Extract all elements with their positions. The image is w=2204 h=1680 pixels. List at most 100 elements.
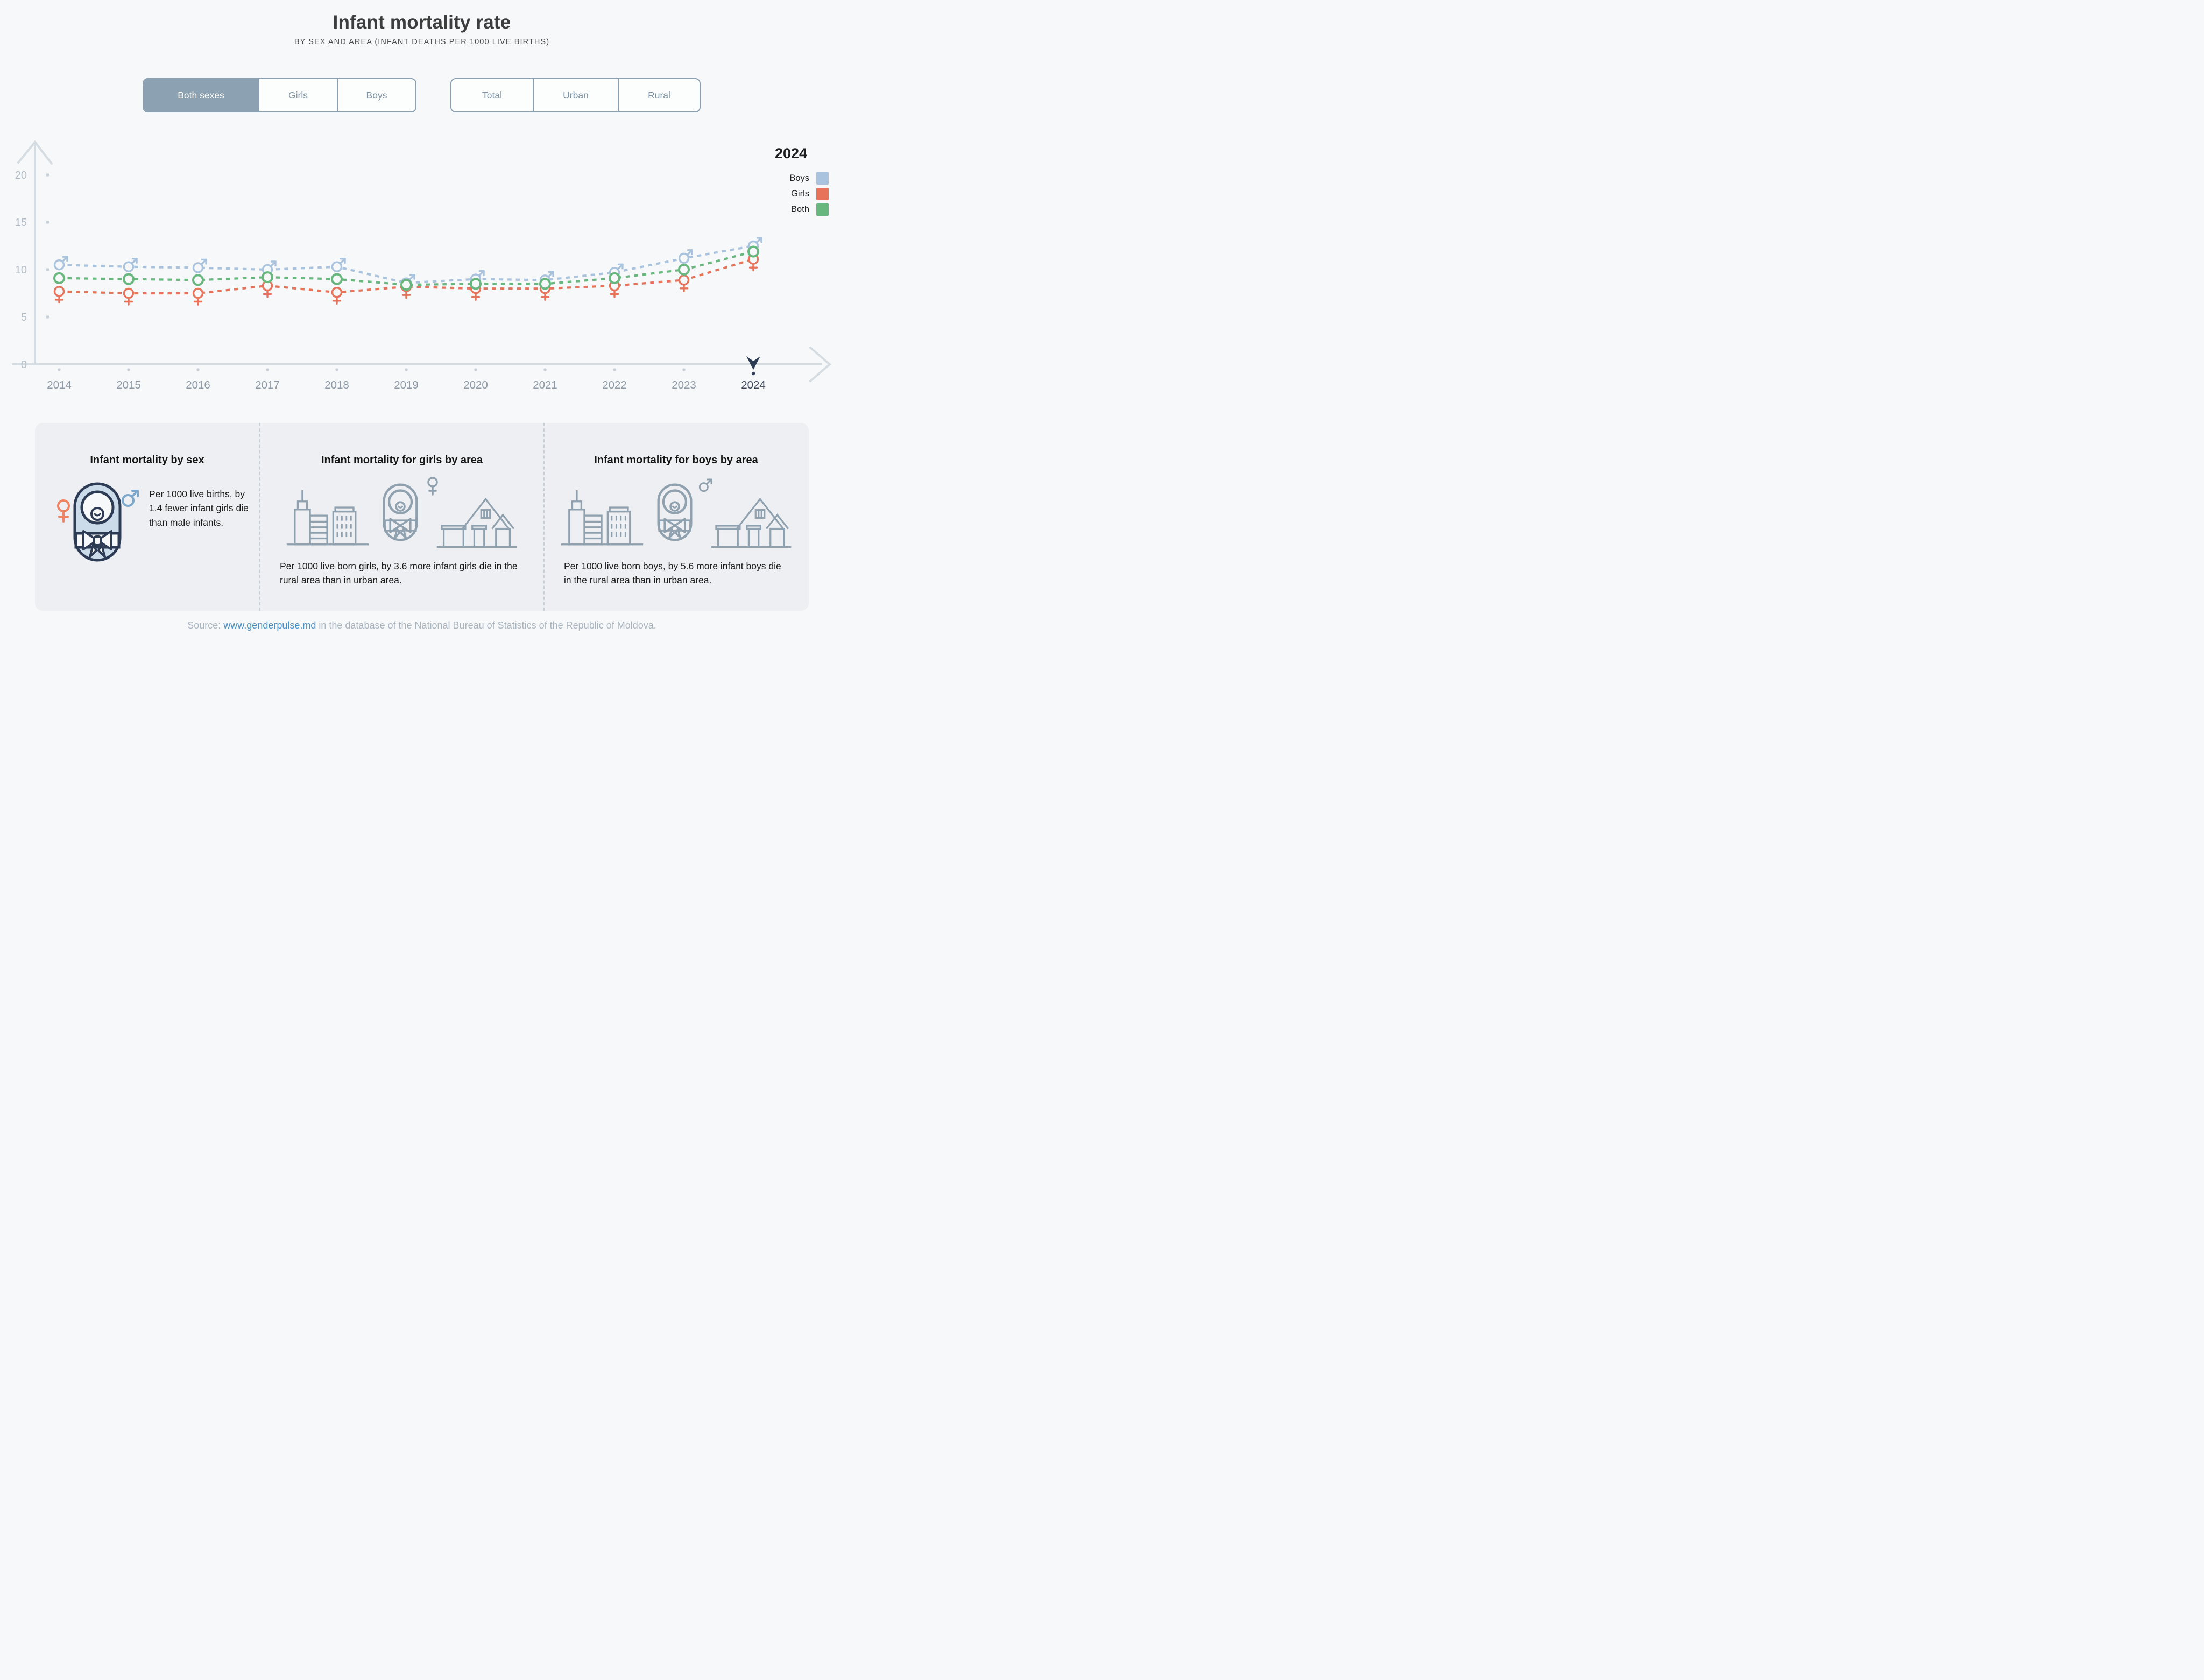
line-chart: 0 5 10 15 20 2014 2015 2016 2017 2018 2019 2020 2021…: [0, 135, 844, 414]
source-prefix: Source:: [187, 620, 224, 631]
x-tick-label-2022[interactable]: 2022: [602, 379, 627, 391]
card-text: Per 1000 live born boys, by 5.6 more inf…: [564, 561, 781, 586]
data-point-girls-2017[interactable]: [262, 280, 273, 298]
baby-icon-cluster: [56, 482, 139, 565]
male-symbol-icon: [122, 490, 139, 507]
card-title: Infant mortality for boys by area: [594, 454, 758, 466]
male-symbol-icon: [698, 478, 712, 492]
year-dot: [543, 368, 547, 371]
y-tick-mark: [46, 221, 49, 224]
card-text: Per 1000 live born girls, by 3.6 more in…: [280, 561, 518, 586]
data-point-both-2017[interactable]: [262, 271, 273, 284]
data-point-girls-2023[interactable]: [678, 274, 690, 293]
year-dot: [405, 368, 408, 371]
year-dot: [127, 368, 130, 371]
data-point-boys-2023[interactable]: [678, 249, 693, 264]
data-point-both-2021[interactable]: [539, 278, 551, 290]
y-tick-label: 20: [15, 170, 27, 181]
swaddled-baby-icon: [657, 483, 692, 541]
button-girls[interactable]: Girls: [258, 79, 337, 111]
data-point-both-2024[interactable]: [747, 245, 759, 258]
source-link[interactable]: www.genderpulse.md: [223, 620, 316, 631]
year-dot: [682, 368, 686, 371]
data-point-both-2023[interactable]: [678, 264, 690, 276]
y-tick-mark: [46, 173, 49, 177]
series-markers-both: [53, 245, 759, 291]
x-tick-label-2020[interactable]: 2020: [463, 379, 488, 391]
y-tick-label: 5: [21, 312, 27, 323]
series-markers-girls: [53, 253, 759, 306]
data-point-both-2018[interactable]: [331, 273, 343, 285]
swaddled-baby-icon: [73, 482, 122, 562]
sex-toggle-group: Both sexes Girls Boys: [143, 78, 416, 112]
data-point-boys-2014[interactable]: [53, 256, 68, 271]
legend-swatch-boys-icon: [816, 172, 829, 185]
series-markers-boys: [53, 237, 762, 288]
y-tick-label: 15: [15, 217, 27, 229]
button-total[interactable]: Total: [451, 79, 533, 111]
x-tick-label-2014[interactable]: 2014: [47, 379, 72, 391]
y-tick-label: 10: [15, 264, 27, 276]
year-dot: [474, 368, 477, 371]
button-rural[interactable]: Rural: [618, 79, 700, 111]
year-dot: [335, 368, 338, 371]
year-dot: [196, 368, 200, 371]
city-buildings-icon: [286, 490, 369, 546]
y-tick-mark: [46, 268, 49, 271]
data-point-girls-2016[interactable]: [192, 287, 204, 306]
legend-label-boys: Boys: [789, 173, 809, 183]
data-point-both-2015[interactable]: [123, 273, 135, 285]
data-point-boys-2016[interactable]: [192, 258, 207, 273]
data-point-both-2020[interactable]: [470, 278, 482, 290]
rural-houses-icon: [436, 497, 517, 548]
data-point-girls-2018[interactable]: [331, 287, 343, 305]
button-boys[interactable]: Boys: [337, 79, 415, 111]
swaddled-baby-icon: [383, 483, 418, 541]
area-icon-cluster: [550, 478, 802, 549]
x-tick-label-2015[interactable]: 2015: [116, 379, 141, 391]
data-point-both-2014[interactable]: [53, 272, 65, 284]
card-girls-by-area: Infant mortality for girls by area: [259, 423, 543, 611]
chart-legend: 2024 Boys Girls Both: [753, 145, 829, 217]
y-tick-label: 0: [21, 359, 27, 371]
female-symbol-icon: [57, 499, 70, 523]
year-dot: [613, 368, 616, 371]
year-dot: [266, 368, 269, 371]
x-tick-label-2023[interactable]: 2023: [672, 379, 696, 391]
x-tick-label-2024[interactable]: 2024: [741, 379, 766, 391]
area-toggle-group: Total Urban Rural: [450, 78, 701, 112]
card-mortality-by-sex: Infant mortality by sex: [35, 423, 259, 611]
series-line-both: [59, 250, 754, 286]
legend-year: 2024: [774, 145, 808, 161]
x-tick-label-2018[interactable]: 2018: [324, 379, 349, 391]
card-title: Infant mortality by sex: [90, 454, 204, 466]
card-boys-by-area: Infant mortality for boys by area: [543, 423, 808, 611]
data-point-both-2016[interactable]: [192, 274, 204, 286]
data-point-both-2022[interactable]: [609, 272, 620, 284]
data-point-boys-2015[interactable]: [123, 258, 138, 272]
area-icon-cluster: [266, 477, 538, 549]
legend-label-both: Both: [791, 204, 809, 214]
x-tick-label-2019[interactable]: 2019: [394, 379, 419, 391]
source-line: Source: www.genderpulse.md in the databa…: [0, 620, 844, 631]
button-urban[interactable]: Urban: [533, 79, 618, 111]
rural-houses-icon: [711, 497, 791, 548]
source-suffix: in the database of the National Bureau o…: [316, 620, 656, 631]
data-point-girls-2015[interactable]: [123, 287, 135, 306]
year-dot: [58, 368, 61, 371]
data-point-boys-2018[interactable]: [331, 258, 346, 272]
female-symbol-icon: [427, 477, 438, 496]
x-tick-label-2016[interactable]: 2016: [186, 379, 210, 391]
insight-cards-panel: Infant mortality by sex: [35, 423, 809, 611]
legend-swatch-both-icon: [816, 203, 829, 216]
legend-label-girls: Girls: [791, 189, 809, 199]
data-point-girls-2014[interactable]: [53, 286, 65, 304]
year-dot-selected: [751, 371, 755, 376]
series-line-boys: [59, 244, 754, 284]
data-point-both-2019[interactable]: [400, 279, 412, 291]
x-tick-label-2021[interactable]: 2021: [533, 379, 557, 391]
legend-row-boys: Boys: [753, 171, 829, 186]
button-both-sexes[interactable]: Both sexes: [144, 79, 258, 111]
x-tick-label-2017[interactable]: 2017: [255, 379, 280, 391]
genderpulse-infant-mortality-page: Infant mortality rate BY SEX AND AREA (I…: [0, 0, 844, 643]
